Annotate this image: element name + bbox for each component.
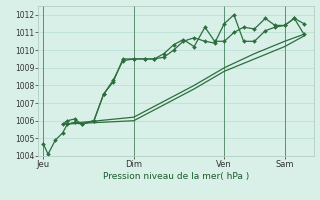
X-axis label: Pression niveau de la mer( hPa ): Pression niveau de la mer( hPa ) bbox=[103, 172, 249, 181]
